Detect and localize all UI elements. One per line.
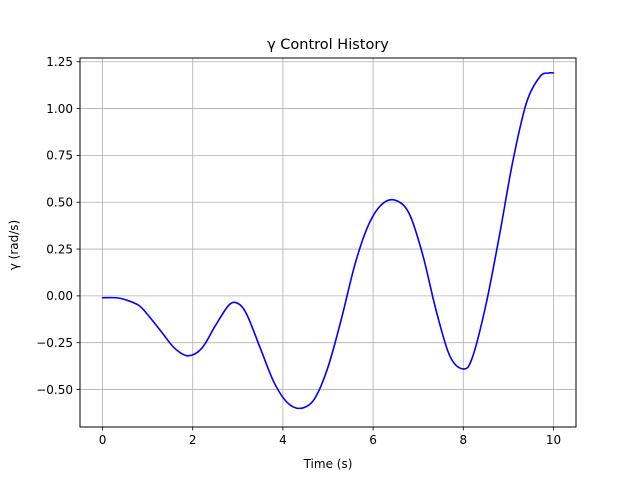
y-tick-label: 1.00 bbox=[46, 102, 73, 116]
series-line bbox=[101, 71, 555, 410]
x-tick-label: 2 bbox=[189, 433, 197, 447]
x-axis-label: Time (s) bbox=[303, 457, 353, 471]
y-tick-label: 0.75 bbox=[46, 149, 73, 163]
x-tick-label: 4 bbox=[279, 433, 287, 447]
y-axis-ticks: −0.50 −0.25 0.00 0.25 0.50 0.75 1.00 1.25 bbox=[36, 55, 80, 397]
y-tick-label: −0.25 bbox=[36, 336, 73, 350]
y-tick-label: −0.50 bbox=[36, 383, 73, 397]
x-tick-label: 10 bbox=[546, 433, 561, 447]
x-tick-label: 6 bbox=[369, 433, 377, 447]
axes-frame bbox=[79, 57, 577, 428]
x-tick-label: 8 bbox=[459, 433, 467, 447]
plot-area bbox=[101, 71, 555, 410]
y-tick-label: 0.50 bbox=[46, 196, 73, 210]
y-axis-label: γ (rad/s) bbox=[7, 220, 21, 270]
y-tick-label: 1.25 bbox=[46, 55, 73, 69]
y-tick-label: 0.00 bbox=[46, 289, 73, 303]
x-tick-label: 0 bbox=[99, 433, 107, 447]
grid bbox=[80, 58, 576, 427]
y-tick-label: 0.25 bbox=[46, 242, 73, 256]
chart-title: γ Control History bbox=[267, 37, 389, 53]
x-axis-ticks: 0 2 4 6 8 10 bbox=[99, 427, 561, 447]
